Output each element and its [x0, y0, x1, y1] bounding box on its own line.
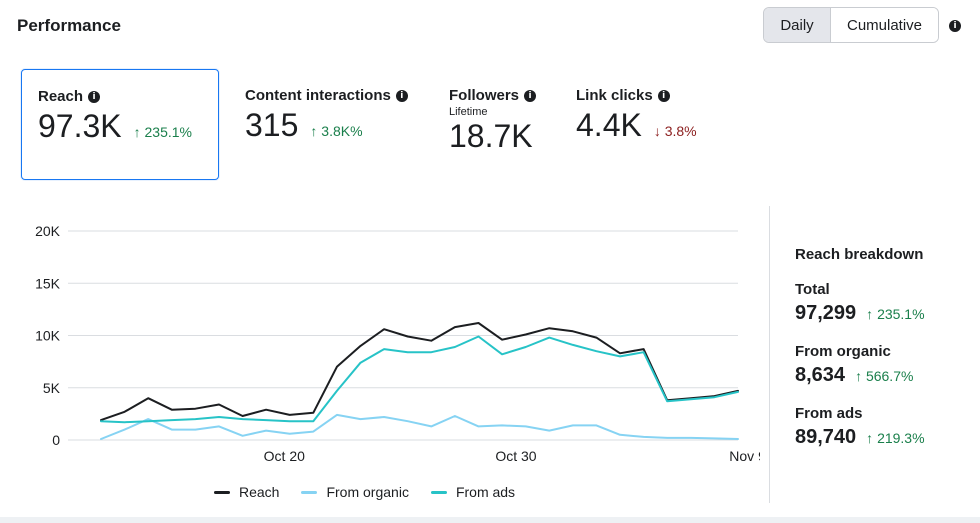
y-tick-label: 20K	[35, 223, 61, 239]
y-tick-label: 10K	[35, 328, 61, 344]
breakdown-value: 8,634	[795, 364, 846, 386]
breakdown-change: ↑ 566.7%	[855, 368, 914, 384]
metric-card-link-clicks[interactable]: Link clicks i 4.4K ↓ 3.8%	[560, 69, 740, 180]
legend-item-reach[interactable]: Reach	[214, 484, 279, 500]
reach-line-chart: 0 5K 10K 15K 20K Oct 20 Oct 30 Nov 9	[35, 223, 760, 464]
legend-swatch	[301, 490, 318, 494]
metric-card-content-interactions[interactable]: Content interactions i 315 ↑ 3.8K%	[229, 69, 429, 180]
chart-legend: Reach From organic From ads	[214, 484, 515, 500]
y-tick-label: 0	[52, 432, 60, 448]
metric-card-reach[interactable]: Reach i 97.3K ↑ 235.1%	[21, 69, 219, 180]
legend-swatch	[430, 490, 447, 494]
metric-change: ↓ 3.8%	[653, 123, 697, 139]
metric-value: 315	[245, 107, 299, 143]
x-tick-label: Oct 30	[495, 448, 536, 464]
series-line-from-organic	[100, 413, 739, 440]
arrow-up-icon: ↑	[855, 368, 863, 384]
breakdown-title: Reach breakdown	[795, 246, 924, 263]
breakdown-ads: From ads 89,740 ↑ 219.3%	[795, 405, 925, 448]
arrow-down-icon: ↓	[653, 123, 661, 139]
breakdown-total: Total 97,299 ↑ 235.1%	[795, 281, 925, 324]
breakdown-change: ↑ 219.3%	[866, 430, 925, 446]
arrow-up-icon: ↑	[310, 123, 318, 139]
metric-value: 97.3K	[38, 108, 122, 144]
bottom-band	[0, 517, 980, 523]
breakdown-value: 89,740	[795, 426, 857, 448]
x-tick-label: Oct 20	[264, 448, 305, 464]
series-line-reach	[100, 322, 739, 422]
metric-value: 4.4K	[576, 107, 642, 143]
cumulative-button[interactable]: Cumulative	[831, 8, 938, 42]
legend-item-organic[interactable]: From organic	[301, 484, 409, 500]
metric-label: Followers	[449, 87, 520, 104]
arrow-up-icon: ↑	[133, 124, 141, 140]
metric-sublabel: Lifetime	[449, 106, 488, 118]
info-icon[interactable]: i	[949, 20, 961, 32]
series-line-from-ads	[100, 335, 739, 424]
legend-swatch	[214, 490, 230, 494]
y-tick-label: 15K	[35, 275, 61, 291]
metric-value: 18.7K	[449, 118, 533, 154]
x-tick-label: Nov 9	[729, 448, 760, 464]
page-title: Performance	[17, 16, 121, 35]
metric-change: ↑ 3.8K%	[310, 123, 363, 139]
breakdown-change: ↑ 235.1%	[866, 306, 925, 322]
breakdown-organic: From organic 8,634 ↑ 566.7%	[795, 343, 914, 386]
info-icon[interactable]: i	[524, 89, 537, 102]
arrow-up-icon: ↑	[866, 430, 874, 446]
legend-item-ads[interactable]: From ads	[430, 484, 515, 500]
breakdown-value: 97,299	[795, 302, 857, 324]
reach-breakdown: Reach breakdown Total 97,299 ↑ 235.1% Fr…	[795, 246, 925, 449]
divider	[769, 206, 770, 503]
metric-card-followers[interactable]: Followers i Lifetime 18.7K	[433, 69, 563, 180]
metric-label: Reach	[38, 88, 84, 105]
view-toggle[interactable]: Daily Cumulative	[763, 7, 939, 43]
info-icon[interactable]: i	[657, 89, 670, 102]
info-icon[interactable]: i	[395, 89, 408, 102]
info-icon[interactable]: i	[88, 90, 101, 103]
metric-label: Content interactions	[245, 87, 391, 104]
y-tick-label: 5K	[43, 380, 61, 396]
metric-change: ↑ 235.1%	[133, 124, 192, 140]
metric-label: Link clicks	[576, 87, 653, 104]
arrow-up-icon: ↑	[866, 306, 874, 322]
daily-button[interactable]: Daily	[764, 8, 831, 42]
